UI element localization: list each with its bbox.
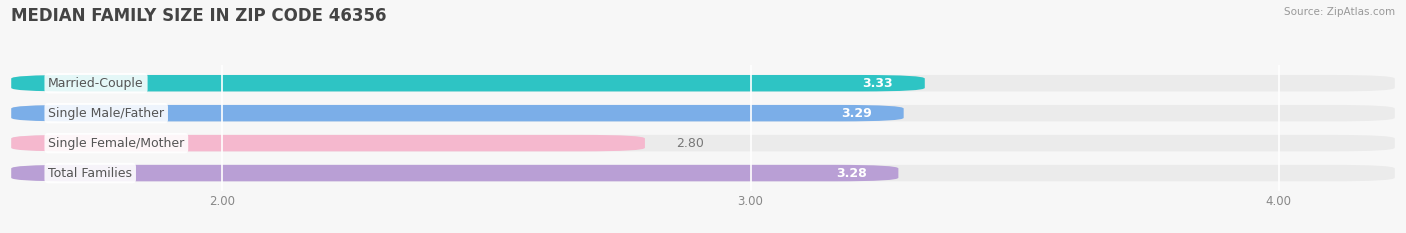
FancyBboxPatch shape [11,135,645,151]
Text: 3.33: 3.33 [862,77,893,90]
FancyBboxPatch shape [11,105,904,121]
FancyBboxPatch shape [11,135,1395,151]
FancyBboxPatch shape [11,165,898,181]
Text: Total Families: Total Families [48,167,132,180]
Text: Single Male/Father: Single Male/Father [48,107,165,120]
Text: Married-Couple: Married-Couple [48,77,143,90]
Text: 3.28: 3.28 [837,167,866,180]
Text: Single Female/Mother: Single Female/Mother [48,137,184,150]
Text: 2.80: 2.80 [676,137,704,150]
FancyBboxPatch shape [11,75,925,92]
Text: Source: ZipAtlas.com: Source: ZipAtlas.com [1284,7,1395,17]
FancyBboxPatch shape [11,165,1395,181]
FancyBboxPatch shape [11,75,1395,92]
Text: MEDIAN FAMILY SIZE IN ZIP CODE 46356: MEDIAN FAMILY SIZE IN ZIP CODE 46356 [11,7,387,25]
Text: 3.29: 3.29 [841,107,872,120]
FancyBboxPatch shape [11,105,1395,121]
